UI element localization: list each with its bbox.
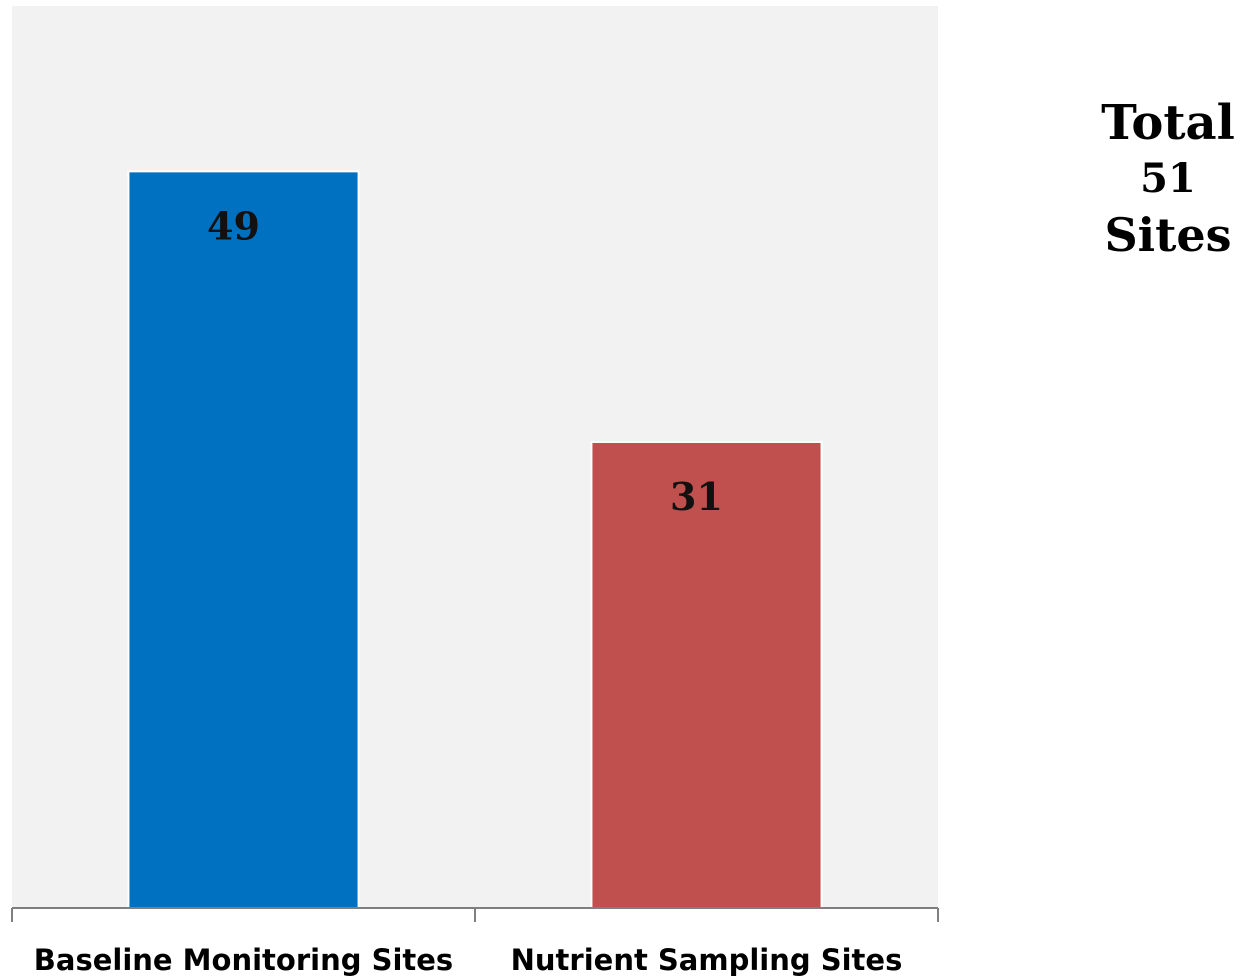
bar-nutrient-sampling-sites bbox=[590, 440, 823, 909]
x-axis-ticks bbox=[11, 908, 939, 922]
total-label: Total bbox=[1101, 95, 1235, 151]
x-tick-label-nutrient-sampling-sites: Nutrient Sampling Sites bbox=[511, 943, 903, 977]
bar-value-label: 49 bbox=[207, 203, 260, 248]
x-tick-label-baseline-monitoring-sites: Baseline Monitoring Sites bbox=[34, 943, 453, 977]
data-labels-group: 49 31 bbox=[207, 203, 723, 519]
bars-group bbox=[127, 170, 823, 910]
total-annotation: Total 51 Sites bbox=[1088, 92, 1247, 266]
bar-baseline-monitoring-sites bbox=[127, 170, 360, 910]
total-unit-label: Sites bbox=[1104, 208, 1232, 262]
x-axis-tick-labels: Baseline Monitoring Sites Nutrient Sampli… bbox=[34, 943, 903, 977]
total-count: 51 bbox=[1140, 155, 1196, 202]
bar-value-label: 31 bbox=[670, 474, 723, 519]
